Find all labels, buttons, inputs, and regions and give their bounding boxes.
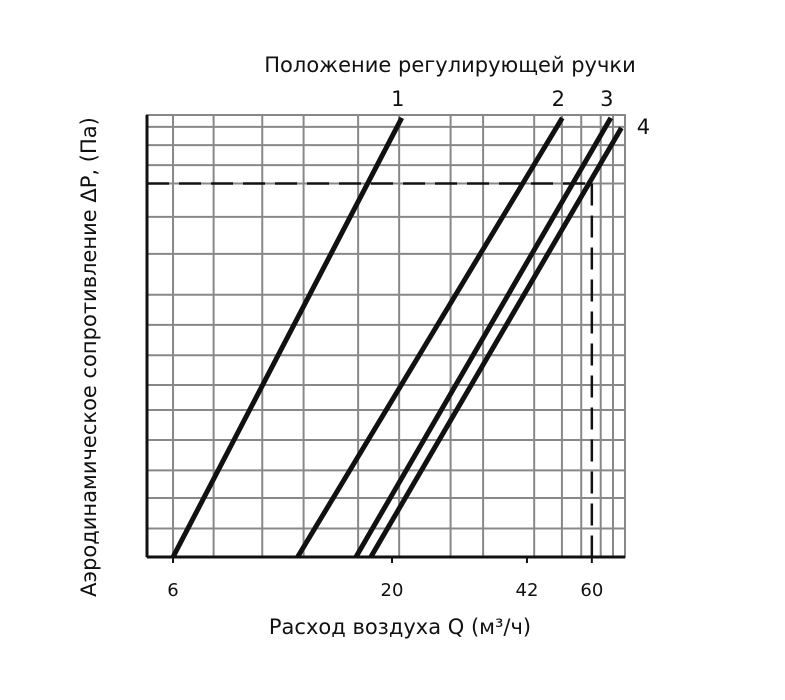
- chart-title: Положение регулирующей ручки: [264, 53, 635, 77]
- series-label: 2: [552, 87, 565, 111]
- y-axis-label: Аэродинамическое сопротивление ΔP, (Па): [77, 117, 101, 597]
- series-line: [353, 116, 613, 559]
- series-line: [368, 126, 624, 559]
- x-tick-label: 42: [516, 580, 539, 601]
- x-tick-label: 20: [381, 580, 404, 601]
- x-axis-label: Расход воздуха Q (м³/ч): [269, 615, 531, 639]
- plot-frame: [146, 114, 626, 558]
- series-label: 1: [391, 87, 404, 111]
- x-tick-label: 60: [580, 580, 603, 601]
- series-label: 4: [637, 115, 650, 139]
- x-tick-label: 6: [167, 580, 178, 601]
- series-label: 3: [600, 87, 613, 111]
- series-line: [295, 116, 565, 559]
- series-line: [170, 116, 404, 559]
